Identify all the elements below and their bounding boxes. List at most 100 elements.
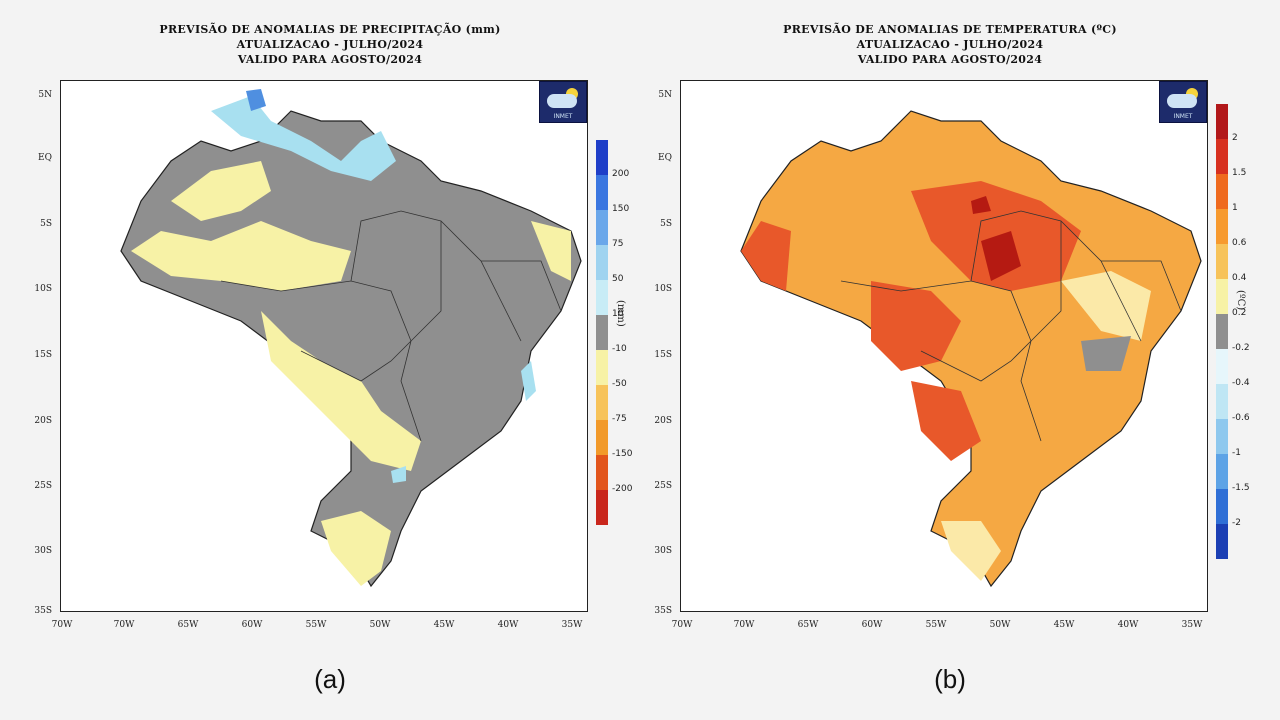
colorbar-label: 0.2 — [1232, 308, 1247, 318]
lon-label: 55W — [925, 620, 947, 630]
colorbar-segment — [596, 210, 608, 245]
colorbar-label: -10 — [612, 344, 627, 354]
lon-label: 70W — [671, 620, 693, 630]
caption-a: (a) — [314, 664, 346, 694]
colorbar-label: -200 — [612, 484, 633, 494]
lon-label: 40W — [1117, 620, 1139, 630]
lon-label: 45W — [1053, 620, 1075, 630]
dry-anomaly-area — [171, 161, 271, 221]
lat-label: 15S — [34, 350, 52, 360]
colorbar-segment — [596, 280, 608, 315]
temperature-map: INMET — [680, 80, 1208, 612]
colorbar-segment — [1216, 349, 1228, 384]
colorbar-segment — [1216, 419, 1228, 454]
colorbar-segment — [1216, 279, 1228, 314]
cloud-icon — [547, 94, 577, 108]
lon-label: 50W — [989, 620, 1011, 630]
colorbar-segment — [1216, 174, 1228, 209]
colorbar-label: -0.2 — [1232, 343, 1250, 353]
precipitation-map: INMET — [60, 80, 588, 612]
brazil-temp-map — [740, 110, 1202, 588]
title-line-3: VALIDO PARA AGOSTO/2024 — [237, 53, 423, 66]
colorbar-label: 10 — [612, 309, 624, 319]
warm-anomaly-area — [911, 381, 981, 461]
warm-anomaly-area — [741, 221, 791, 291]
lat-label: 10S — [654, 284, 672, 294]
colorbar-label: 150 — [612, 204, 630, 214]
lat-label: 25S — [34, 481, 52, 491]
brazil-precip-map — [120, 89, 582, 588]
lat-label: 30S — [34, 546, 52, 556]
cool-anomaly-area — [941, 521, 1001, 581]
lon-label: 60W — [241, 620, 263, 630]
colorbar-label: -150 — [612, 449, 633, 459]
colorbar-segment — [596, 455, 608, 490]
lon-label: 55W — [305, 620, 327, 630]
temperature-title: PREVISÃO DE ANOMALIAS DE TEMPERATURA (ºC… — [640, 22, 1260, 67]
colorbar-label: -0.6 — [1232, 413, 1250, 423]
colorbar-segment — [596, 420, 608, 455]
precip-unit: (mm) — [615, 300, 626, 327]
dry-anomaly-area — [131, 221, 351, 291]
strong-warm-anomaly — [971, 196, 991, 214]
colorbar-label: 0.6 — [1232, 238, 1247, 248]
temp-colorbar — [1216, 104, 1228, 559]
colorbar-segment — [1216, 314, 1228, 349]
colorbar-segment — [1216, 209, 1228, 244]
title-line-2: ATUALIZACAO - JULHO/2024 — [856, 38, 1044, 51]
colorbar-label: 75 — [612, 239, 624, 249]
cloud-icon — [1167, 94, 1197, 108]
neutral-anomaly-area — [1081, 336, 1131, 371]
lat-label: EQ — [38, 153, 52, 163]
precip-colorbar — [596, 140, 608, 525]
lon-label: 45W — [433, 620, 455, 630]
colorbar-segment — [1216, 104, 1228, 139]
colorbar-segment — [1216, 139, 1228, 174]
dry-anomaly-area — [321, 511, 391, 586]
colorbar-label: -2 — [1232, 518, 1241, 528]
colorbar-segment — [596, 245, 608, 280]
wet-anomaly-area — [391, 466, 406, 483]
lat-label: 30S — [654, 546, 672, 556]
colorbar-segment — [1216, 244, 1228, 279]
colorbar-segment — [596, 490, 608, 525]
title-line-3: VALIDO PARA AGOSTO/2024 — [857, 53, 1043, 66]
lat-label: EQ — [658, 153, 672, 163]
lat-label: 35S — [654, 606, 672, 616]
cool-anomaly-area — [1061, 271, 1151, 341]
precipitation-title: PREVISÃO DE ANOMALIAS DE PRECIPITAÇÃO (m… — [20, 22, 640, 67]
colorbar-segment — [1216, 384, 1228, 419]
title-line-1: PREVISÃO DE ANOMALIAS DE TEMPERATURA (ºC… — [783, 23, 1117, 36]
inmet-logo: INMET — [539, 81, 587, 123]
lat-label: 5S — [660, 219, 672, 229]
wet-anomaly-area — [211, 96, 396, 181]
lat-label: 15S — [654, 350, 672, 360]
colorbar-label: -50 — [612, 379, 627, 389]
colorbar-segment — [596, 315, 608, 350]
lon-label: 70W — [733, 620, 755, 630]
temp-unit: (ºC) — [1235, 290, 1246, 311]
lon-label: 70W — [113, 620, 135, 630]
lon-label: 35W — [561, 620, 583, 630]
colorbar-label: -75 — [612, 414, 627, 424]
lon-label: 50W — [369, 620, 391, 630]
temperature-panel: PREVISÃO DE ANOMALIAS DE TEMPERATURA (ºC… — [640, 0, 1260, 720]
strong-warm-anomaly — [981, 231, 1021, 281]
colorbar-label: -1.5 — [1232, 483, 1250, 493]
lat-label: 20S — [34, 416, 52, 426]
logo-text: INMET — [1173, 113, 1193, 120]
dry-anomaly-area — [531, 221, 571, 281]
colorbar-label: -0.4 — [1232, 378, 1250, 388]
wet-anomaly-area — [521, 361, 536, 401]
colorbar-label: 50 — [612, 274, 624, 284]
colorbar-segment — [596, 385, 608, 420]
colorbar-segment — [596, 175, 608, 210]
colorbar-segment — [1216, 524, 1228, 559]
state-borders — [220, 210, 562, 442]
title-line-2: ATUALIZACAO - JULHO/2024 — [236, 38, 424, 51]
colorbar-label: 0.4 — [1232, 273, 1247, 283]
lat-label: 5S — [40, 219, 52, 229]
lon-label: 35W — [1181, 620, 1203, 630]
brazil-outline — [740, 110, 1202, 588]
colorbar-label: 2 — [1232, 133, 1238, 143]
